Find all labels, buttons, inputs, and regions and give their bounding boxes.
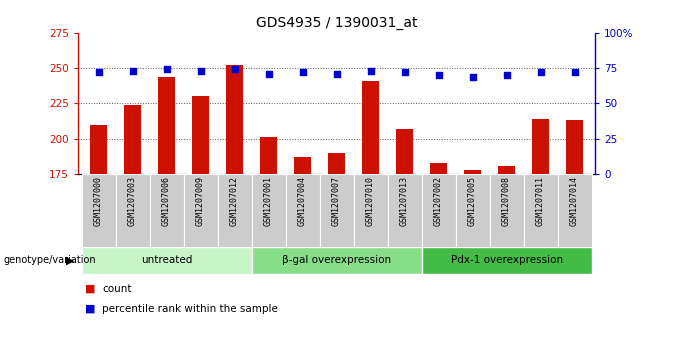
Bar [430, 163, 447, 174]
Bar [362, 81, 379, 174]
Bar [260, 138, 277, 174]
Text: count: count [102, 284, 131, 294]
Bar [524, 174, 558, 247]
Bar [150, 174, 184, 247]
Bar [422, 174, 456, 247]
Text: percentile rank within the sample: percentile rank within the sample [102, 303, 278, 314]
Point [263, 71, 274, 77]
Point [93, 69, 104, 75]
Bar [498, 166, 515, 174]
Point [501, 72, 512, 78]
Bar [388, 174, 422, 247]
Bar [124, 105, 141, 174]
Text: GSM1207011: GSM1207011 [536, 176, 545, 227]
Point [569, 69, 580, 75]
Bar [328, 153, 345, 174]
Point [127, 68, 138, 74]
Point [535, 69, 546, 75]
Bar [82, 247, 252, 274]
Point [297, 69, 308, 75]
Text: GSM1207006: GSM1207006 [162, 176, 171, 227]
Bar [192, 96, 209, 174]
Bar [286, 174, 320, 247]
Title: GDS4935 / 1390031_at: GDS4935 / 1390031_at [256, 16, 418, 30]
Text: GSM1207013: GSM1207013 [400, 176, 409, 227]
Bar [218, 174, 252, 247]
Text: ■: ■ [85, 284, 95, 294]
Bar [566, 121, 583, 174]
Bar [396, 129, 413, 174]
Text: genotype/variation: genotype/variation [3, 256, 96, 265]
Text: GSM1207002: GSM1207002 [434, 176, 443, 227]
Text: ■: ■ [85, 303, 95, 314]
Bar [90, 125, 107, 174]
Point [331, 71, 342, 77]
Bar [116, 174, 150, 247]
Bar [464, 170, 481, 174]
Bar [354, 174, 388, 247]
Text: untreated: untreated [141, 256, 192, 265]
Bar [252, 174, 286, 247]
Bar [158, 77, 175, 174]
Bar [226, 65, 243, 174]
Point [365, 68, 376, 74]
Bar [558, 174, 592, 247]
Bar [252, 247, 422, 274]
Text: GSM1207007: GSM1207007 [332, 176, 341, 227]
Bar [490, 174, 524, 247]
Point [229, 66, 240, 72]
Text: GSM1207008: GSM1207008 [502, 176, 511, 227]
Point [161, 66, 172, 72]
Bar [294, 157, 311, 174]
Text: GSM1207000: GSM1207000 [94, 176, 103, 227]
Text: β-gal overexpression: β-gal overexpression [282, 256, 391, 265]
Text: GSM1207004: GSM1207004 [298, 176, 307, 227]
Point [195, 68, 206, 74]
Bar [82, 174, 116, 247]
Point [399, 69, 410, 75]
Text: Pdx-1 overexpression: Pdx-1 overexpression [451, 256, 562, 265]
Text: GSM1207009: GSM1207009 [196, 176, 205, 227]
Bar [422, 247, 592, 274]
Text: GSM1207014: GSM1207014 [570, 176, 579, 227]
Bar [320, 174, 354, 247]
Point [433, 72, 444, 78]
Point [467, 74, 478, 79]
Text: GSM1207012: GSM1207012 [230, 176, 239, 227]
Text: ▶: ▶ [66, 256, 75, 265]
Text: GSM1207003: GSM1207003 [128, 176, 137, 227]
Text: GSM1207001: GSM1207001 [264, 176, 273, 227]
Bar [456, 174, 490, 247]
Bar [532, 119, 549, 174]
Bar [184, 174, 218, 247]
Text: GSM1207010: GSM1207010 [366, 176, 375, 227]
Text: GSM1207005: GSM1207005 [468, 176, 477, 227]
